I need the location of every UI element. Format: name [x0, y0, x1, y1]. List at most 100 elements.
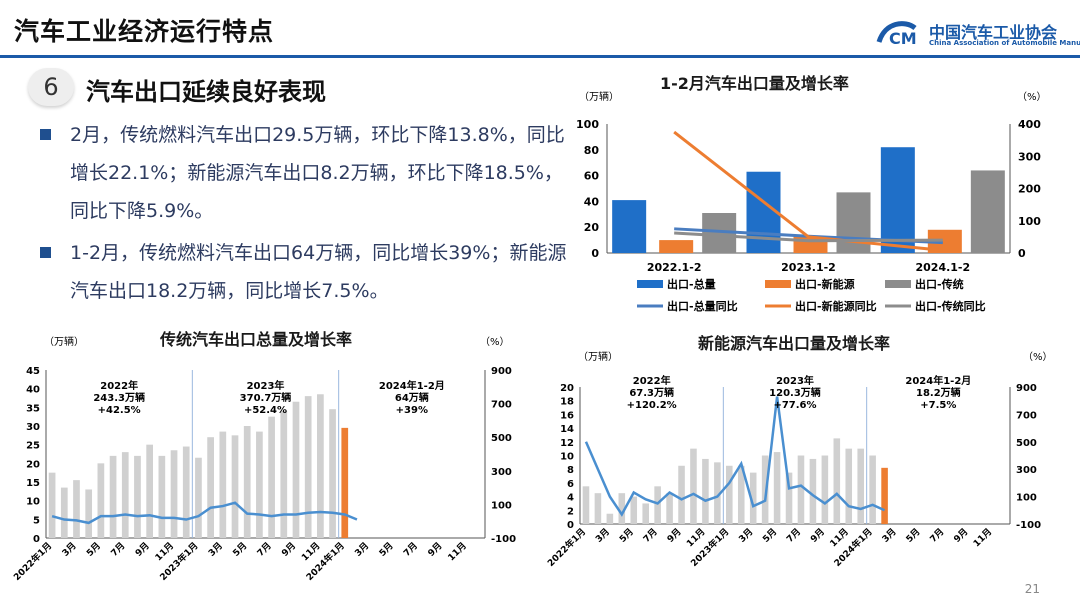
growth-line: [584, 396, 886, 517]
bar: [182, 446, 190, 538]
bar: [256, 431, 263, 538]
y-tick-label-right: 700: [491, 400, 512, 411]
y-tick-label-left: 10: [560, 452, 574, 463]
bar: [618, 493, 626, 524]
x-tick-label: 5月: [231, 540, 250, 559]
x-tick-label: 5月: [617, 526, 636, 545]
x-tick-label: 7月: [109, 540, 128, 559]
annotation-line: 64万辆: [395, 391, 429, 404]
legend-label: 出口-新能源同比: [795, 299, 877, 313]
x-tick-label: 5月: [84, 540, 103, 559]
annotation-title: 2024年1-2月: [379, 379, 445, 392]
y-tick-label-left: 35: [26, 403, 40, 414]
chart1-title: 1-2月汽车出口量及增长率: [660, 74, 849, 93]
growth-line: [51, 501, 358, 525]
bar: [85, 489, 93, 538]
x-tick-label: 11月: [685, 526, 708, 549]
y-tick-label-left: 2: [567, 506, 574, 517]
bar: [170, 450, 178, 538]
bullet-square-icon: [40, 247, 51, 258]
bar: [702, 458, 709, 524]
y-axis-unit-left: （万辆）: [44, 335, 84, 348]
x-tick-label: 7月: [641, 526, 660, 545]
bar: [582, 486, 590, 524]
chart2-traditional-export: （万辆） （%） 0 5 10 15 20 25 30 35 40 45 -100 100 300 500 70…: [11, 335, 516, 583]
bar: [97, 463, 105, 538]
bar: [869, 455, 876, 524]
y-axis-unit-left: （万辆）: [578, 350, 618, 363]
bullet-square-icon: [40, 129, 51, 140]
logo-en-text: China Association of Automobile Manufact…: [929, 39, 1080, 47]
y-axis-unit-right: （%）: [480, 336, 510, 348]
bar: [690, 448, 697, 524]
section-number: 6: [28, 68, 74, 106]
y-tick-label-left: 20: [560, 383, 574, 394]
caam-logo: CM 中国汽车工业协会 China Association of Automob…: [875, 18, 1080, 52]
chart3-title: 新能源汽车出口量及增长率: [698, 334, 891, 353]
x-tick-label: 9月: [426, 540, 445, 559]
bar: [73, 480, 80, 538]
x-tick-label: 2022.1-2: [647, 261, 702, 274]
y-tick-label-left: 0: [33, 534, 40, 545]
annotation-line: 67.3万辆: [629, 386, 674, 399]
x-tick-label: 7月: [401, 540, 420, 559]
y-tick-label-left: 14: [560, 424, 574, 435]
annotation-title: 2024年1-2月: [905, 374, 971, 387]
legend-label: 出口-传统同比: [915, 299, 986, 313]
x-tick-label: 5月: [761, 526, 780, 545]
y-tick-label-right: -100: [491, 534, 516, 545]
bar: [292, 401, 300, 538]
page-title: 汽车工业经济运行特点: [14, 17, 275, 46]
annotation-line: 370.7万辆: [240, 391, 292, 404]
bar: [48, 472, 56, 538]
bar: [659, 240, 694, 253]
y-tick-label-right: 900: [491, 366, 512, 377]
y-tick-label-left: 16: [560, 410, 574, 421]
bar: [833, 438, 841, 524]
bar: [809, 458, 817, 524]
bar: [280, 411, 288, 538]
bar: [109, 455, 117, 538]
bar: [749, 472, 757, 524]
x-tick-label: 3月: [737, 526, 756, 545]
x-tick-label: 2022年1月: [11, 540, 54, 583]
y-tick-label-left: 4: [567, 493, 574, 504]
y-tick-label-left: 20: [584, 221, 600, 234]
y-tick-label-left: 40: [26, 385, 40, 396]
annotation-line: +39%: [396, 405, 428, 416]
y-tick-label-left: 20: [26, 459, 40, 470]
x-tick-label: 11月: [446, 540, 469, 563]
x-tick-label: 9月: [808, 526, 827, 545]
bar: [821, 455, 829, 524]
x-tick-label: 11月: [153, 540, 176, 563]
bar: [654, 486, 661, 524]
x-tick-label: 9月: [665, 526, 684, 545]
bar: [797, 455, 805, 524]
bar: [146, 444, 154, 538]
x-tick-label: 5月: [377, 540, 396, 559]
y-tick-label-left: 45: [26, 366, 40, 377]
bullet-text: 2月，传统燃料汽车出口29.5万辆，环比下降13.8%，同比增长22.1%；新能…: [70, 124, 565, 222]
y-tick-label-left: 18: [560, 397, 574, 408]
y-tick-label-left: 12: [560, 438, 574, 449]
y-tick-label-left: 10: [26, 497, 40, 508]
bullet-item: 2月，传统燃料汽车出口29.5万辆，环比下降13.8%，同比增长22.1%；新能…: [40, 116, 565, 232]
y-tick-label-right: 300: [1018, 150, 1041, 163]
bar: [594, 493, 602, 524]
legend-label: 出口-传统: [915, 277, 964, 291]
bar: [158, 455, 166, 538]
legend-swatch: [765, 280, 791, 288]
y-axis-unit-right: （%）: [1023, 351, 1053, 363]
chart3-nev-export: （万辆） （%） 0 2 4 6 8 10 12 14 16 18 20 -100 100 300 500 700…: [545, 350, 1053, 569]
y-axis-unit-left: （万辆）: [579, 90, 619, 103]
chart2-title: 传统汽车出口总量及增长率: [160, 330, 353, 349]
y-tick-label-right: 300: [491, 467, 512, 478]
y-tick-label-left: 25: [26, 441, 40, 452]
page-number: 21: [1024, 582, 1040, 596]
y-tick-label-left: 15: [26, 478, 40, 489]
legend-label: 出口-总量同比: [667, 299, 738, 313]
annotation-line: +77.6%: [773, 400, 816, 411]
bar: [60, 487, 68, 538]
y-tick-label-right: -100: [1016, 520, 1041, 531]
annotation-title: 2022年: [100, 379, 138, 392]
